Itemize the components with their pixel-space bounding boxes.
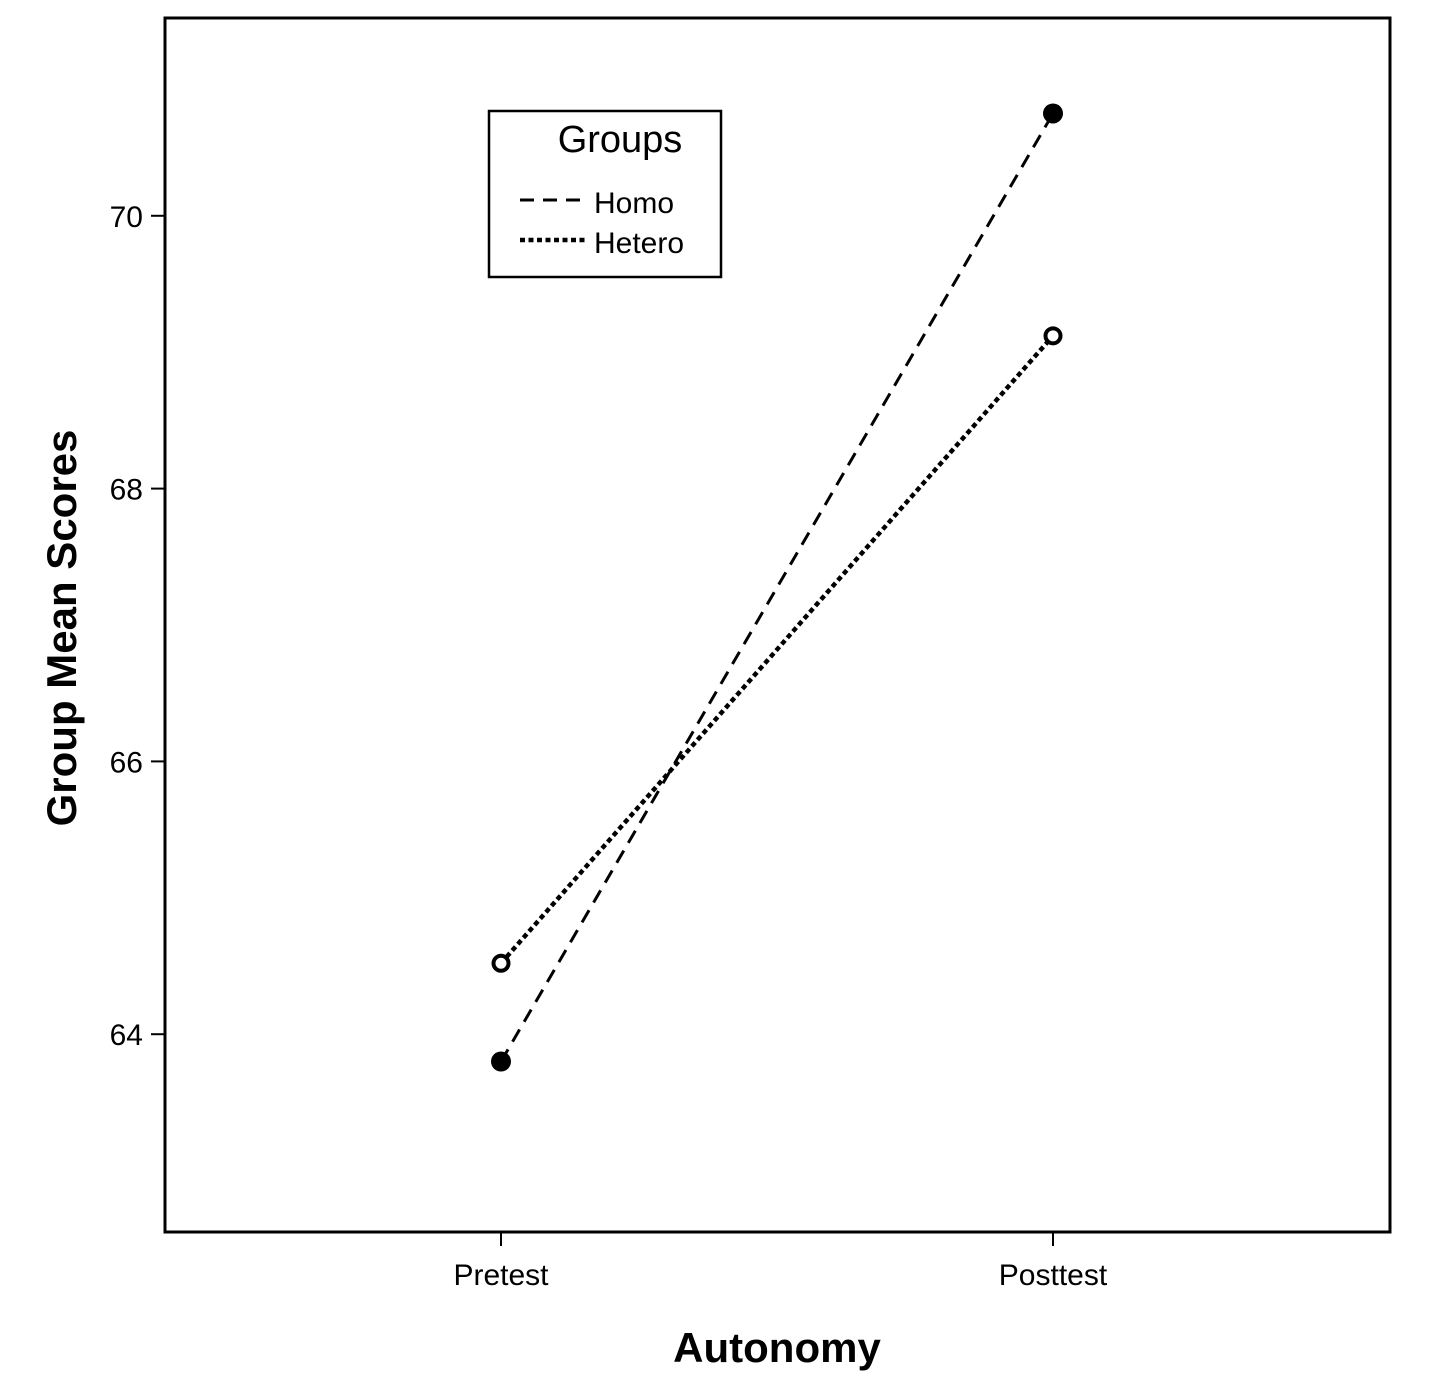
data-point-hetero: [1043, 326, 1063, 346]
series-line-hetero: [499, 334, 1055, 965]
y-tick-label: 68: [110, 474, 143, 507]
plot-frame: [163, 16, 1392, 1234]
y-tick-label: 70: [110, 201, 143, 234]
legend-title: Groups: [558, 119, 683, 161]
legend-box: [487, 109, 723, 279]
y-axis: 64 66 68 70: [110, 201, 165, 1052]
legend-label-homo: Homo: [594, 187, 674, 220]
y-tick-label: 66: [110, 746, 143, 779]
data-point-homo: [491, 1051, 511, 1072]
x-tick-label: Pretest: [453, 1259, 549, 1292]
y-tick-label: 64: [110, 1019, 143, 1052]
x-axis-title: Autonomy: [673, 1324, 881, 1371]
y-axis-title: Group Mean Scores: [38, 430, 85, 827]
x-axis: Pretest Posttest: [453, 1232, 1108, 1292]
series-lines: [499, 112, 1055, 1063]
data-point-hetero: [491, 953, 511, 973]
legend: Groups Homo Hetero: [487, 109, 723, 279]
legend-label-hetero: Hetero: [594, 227, 684, 260]
series-markers: [491, 103, 1063, 1072]
x-tick-label: Posttest: [999, 1259, 1108, 1292]
data-point-homo: [1043, 103, 1063, 124]
